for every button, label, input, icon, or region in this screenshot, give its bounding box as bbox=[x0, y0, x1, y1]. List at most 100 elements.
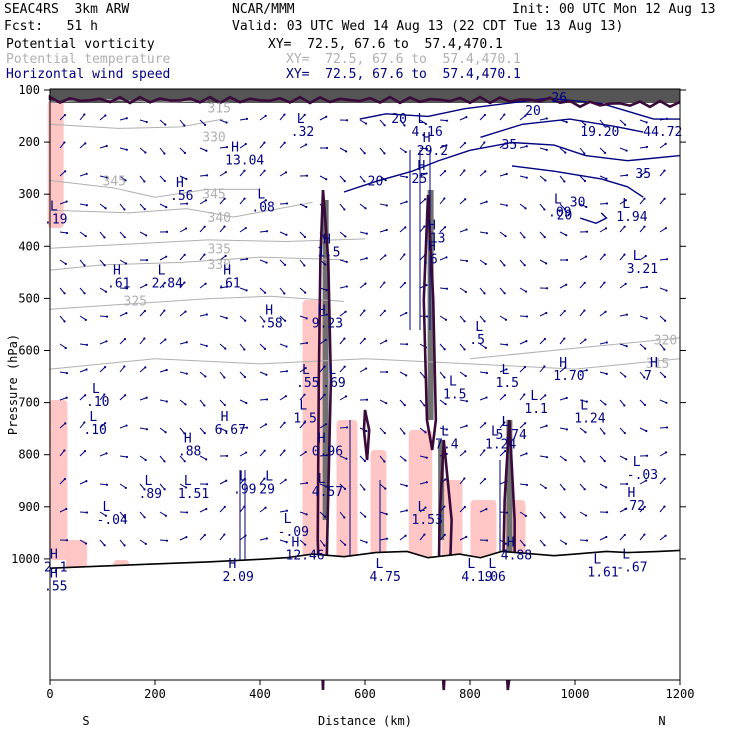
wind-vector-head bbox=[444, 318, 448, 321]
wind-vector bbox=[599, 254, 606, 261]
wind-speed-label: 20 bbox=[557, 208, 573, 223]
wind-vector bbox=[339, 311, 346, 317]
wind-vector bbox=[639, 480, 647, 485]
wind-vector bbox=[219, 371, 225, 378]
wind-vector-head bbox=[444, 478, 447, 481]
pv-contour bbox=[501, 419, 516, 691]
wind-vector bbox=[399, 254, 405, 261]
wind-vector bbox=[399, 119, 405, 126]
wind-vector bbox=[499, 315, 507, 321]
wind-vector bbox=[239, 315, 246, 322]
wind-vector bbox=[319, 116, 327, 121]
wind-vector bbox=[279, 343, 287, 348]
extremum-value: .61 bbox=[107, 276, 130, 291]
pv-shade-core bbox=[322, 200, 329, 520]
wind-vector-head bbox=[285, 345, 288, 348]
wind-vector-head bbox=[465, 400, 468, 403]
wind-vector-head bbox=[143, 337, 146, 340]
wind-vector bbox=[59, 259, 67, 265]
wind-vector-head bbox=[644, 254, 647, 258]
extremum-value: .99 bbox=[233, 482, 256, 497]
wind-vector-head bbox=[545, 117, 548, 120]
wind-vector bbox=[239, 478, 246, 485]
wind-vector-head bbox=[284, 395, 287, 398]
wind-vector bbox=[79, 231, 86, 237]
wind-vector-head bbox=[504, 542, 508, 545]
wind-vector bbox=[399, 371, 407, 376]
theta-contour bbox=[469, 337, 681, 360]
y-tick-label: 400 bbox=[18, 239, 40, 253]
wind-vector bbox=[359, 119, 367, 124]
wind-vector bbox=[299, 259, 305, 266]
wind-vector bbox=[359, 283, 366, 289]
wind-vector bbox=[179, 228, 187, 233]
wind-vector bbox=[379, 483, 386, 489]
wind-vector bbox=[639, 255, 647, 261]
wind-vector bbox=[379, 119, 385, 126]
wind-vector-head bbox=[263, 449, 266, 452]
wind-vector bbox=[499, 259, 505, 266]
wind-vector-head bbox=[364, 282, 367, 285]
wind-vector-head bbox=[123, 337, 127, 341]
wind-vector-head bbox=[203, 404, 206, 407]
wind-vector-head bbox=[544, 179, 547, 182]
wind-vector bbox=[559, 175, 565, 182]
wind-vector-head bbox=[304, 450, 307, 454]
wind-vector-head bbox=[663, 197, 666, 200]
wind-vector-head bbox=[185, 202, 189, 205]
wind-vector-head bbox=[485, 539, 489, 542]
wind-vector bbox=[659, 451, 667, 457]
wind-vector-head bbox=[665, 426, 669, 429]
extremum-value: 0.96 bbox=[312, 445, 343, 460]
wind-vector-head bbox=[463, 348, 466, 351]
wind-vector-head bbox=[524, 207, 527, 210]
wind-vector bbox=[299, 367, 307, 373]
wind-vector-head bbox=[325, 289, 328, 292]
wind-vector bbox=[79, 450, 86, 457]
wind-vector-head bbox=[143, 208, 146, 211]
wind-vector-head bbox=[64, 346, 67, 350]
wind-vector bbox=[199, 343, 207, 347]
wind-vector-head bbox=[144, 366, 147, 369]
theta-label: 325 bbox=[124, 294, 147, 309]
wind-vector bbox=[339, 231, 346, 237]
extremum-marker: L bbox=[265, 469, 273, 484]
wind-vector-head bbox=[344, 310, 347, 313]
wind-vector bbox=[519, 145, 527, 149]
wind-vector-head bbox=[544, 394, 547, 397]
wind-vector bbox=[519, 366, 526, 373]
extremum-marker: L bbox=[488, 557, 496, 572]
wind-vector bbox=[179, 147, 186, 154]
wind-vector bbox=[79, 369, 87, 373]
field-name-theta: Potential temperature bbox=[6, 52, 171, 67]
wind-vector-head bbox=[664, 142, 667, 145]
wind-vector-head bbox=[223, 197, 226, 200]
wind-vector-head bbox=[163, 179, 166, 183]
wind-vector-head bbox=[445, 119, 449, 122]
wind-vector bbox=[99, 231, 105, 238]
wind-vector-head bbox=[184, 310, 187, 313]
wind-vector-head bbox=[485, 232, 488, 235]
theta-label: 330 bbox=[202, 130, 225, 145]
wind-vector bbox=[619, 226, 625, 233]
theta-label: 340 bbox=[208, 211, 231, 226]
wind-vector-head bbox=[425, 172, 428, 175]
wind-vector-head bbox=[564, 366, 567, 369]
wind-vector-head bbox=[205, 344, 208, 348]
wind-vector-head bbox=[125, 424, 128, 427]
extremum-marker: H bbox=[323, 233, 331, 248]
wind-vector bbox=[59, 287, 65, 294]
x-tick-label: 0 bbox=[46, 687, 53, 701]
wind-vector bbox=[199, 119, 206, 126]
wind-vector-head bbox=[243, 375, 247, 379]
wind-vector-head bbox=[624, 375, 627, 378]
wind-vector-head bbox=[563, 516, 566, 519]
wind-vector bbox=[99, 287, 107, 293]
wind-vector-head bbox=[303, 264, 306, 267]
extremum-marker: L bbox=[622, 548, 630, 563]
wind-vector-head bbox=[665, 401, 668, 404]
wind-vector-head bbox=[545, 148, 548, 152]
extremum-value: .5 bbox=[469, 333, 485, 348]
wind-vector bbox=[159, 256, 167, 261]
wind-vector bbox=[499, 368, 507, 373]
